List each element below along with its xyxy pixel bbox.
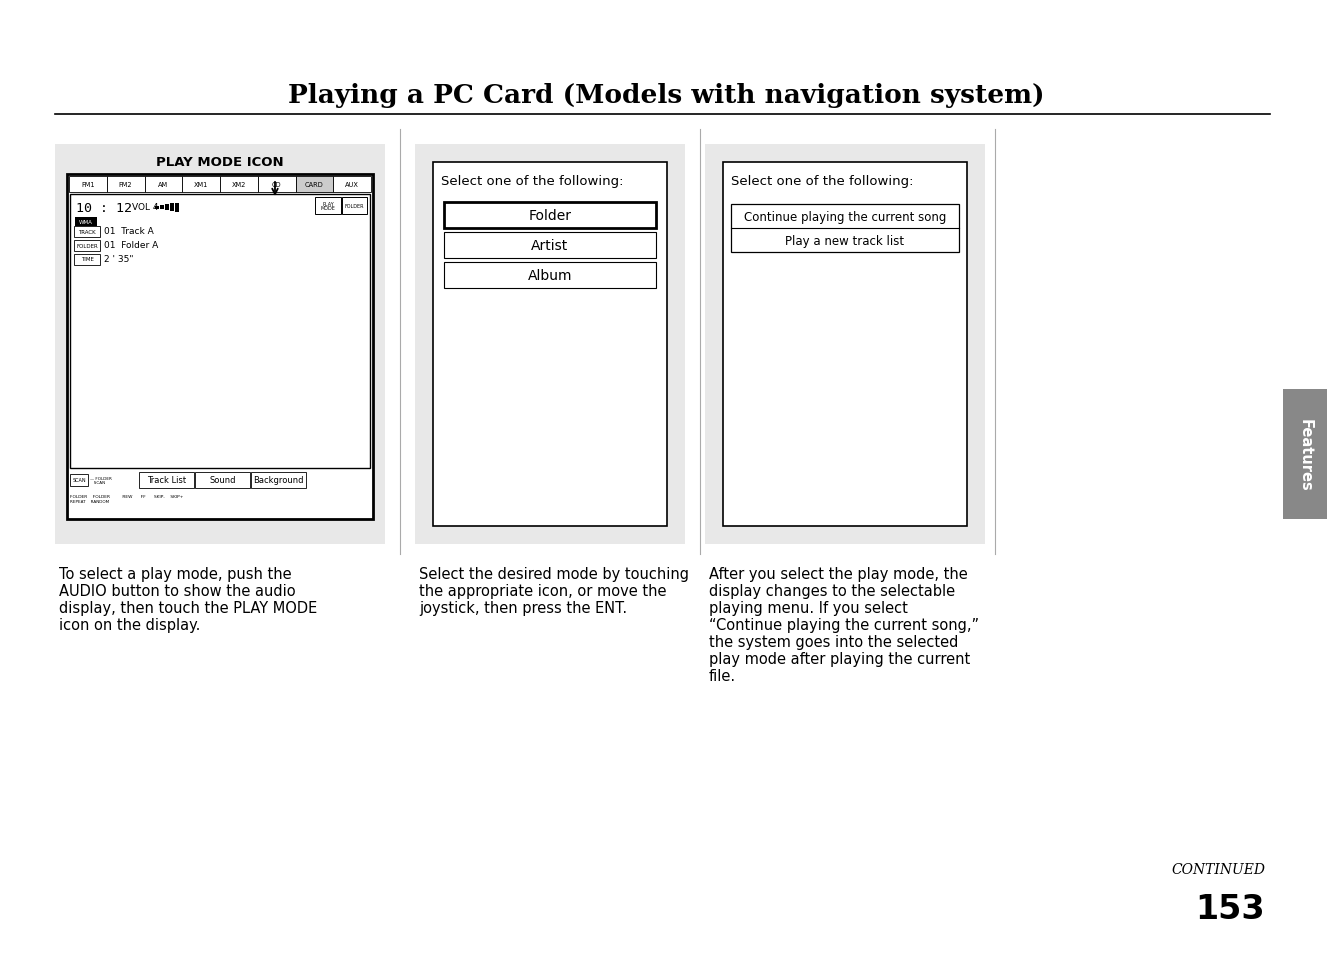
Bar xyxy=(155,206,159,210)
Bar xyxy=(705,145,984,544)
Bar xyxy=(75,218,97,227)
Text: XM2: XM2 xyxy=(232,182,246,188)
Text: display changes to the selectable: display changes to the selectable xyxy=(709,583,955,598)
Bar xyxy=(165,205,169,211)
Text: Sound: Sound xyxy=(209,476,236,485)
Bar xyxy=(160,206,164,210)
Text: Track List: Track List xyxy=(147,476,186,485)
Bar xyxy=(296,177,333,193)
Bar xyxy=(416,145,685,544)
Bar xyxy=(444,203,655,229)
Text: icon on the display.: icon on the display. xyxy=(59,618,200,633)
Bar xyxy=(67,174,373,519)
Bar xyxy=(170,204,173,212)
Bar xyxy=(194,473,250,489)
Bar xyxy=(139,473,194,489)
Text: Select the desired mode by touching: Select the desired mode by touching xyxy=(420,566,689,581)
Text: file.: file. xyxy=(709,668,737,683)
Text: 10 : 12: 10 : 12 xyxy=(76,201,132,214)
Text: 2 ' 35": 2 ' 35" xyxy=(104,255,133,264)
Bar xyxy=(144,177,182,193)
Text: 153: 153 xyxy=(1195,893,1265,925)
Text: TIME: TIME xyxy=(80,257,93,262)
Text: PLAY MODE ICON: PLAY MODE ICON xyxy=(156,156,284,170)
Bar xyxy=(444,233,655,258)
Bar xyxy=(55,145,385,544)
Bar xyxy=(723,163,967,526)
Text: CD: CD xyxy=(272,182,281,188)
Bar xyxy=(342,198,368,214)
Bar xyxy=(69,177,107,193)
Text: After you select the play mode, the: After you select the play mode, the xyxy=(709,566,968,581)
Text: Folder: Folder xyxy=(529,209,571,223)
Text: joystick, then press the ENT.: joystick, then press the ENT. xyxy=(420,600,627,616)
Text: FOLDER    FOLDER         REW      FF      SKIP-    SKIP+: FOLDER FOLDER REW FF SKIP- SKIP+ xyxy=(71,495,184,498)
Text: FOLDER: FOLDER xyxy=(345,204,364,209)
Bar xyxy=(444,263,655,289)
Text: TRACK: TRACK xyxy=(79,230,96,234)
Text: play mode after playing the current: play mode after playing the current xyxy=(709,651,970,666)
Bar xyxy=(731,205,959,253)
Text: FM1: FM1 xyxy=(81,182,95,188)
Text: display, then touch the PLAY MODE: display, then touch the PLAY MODE xyxy=(59,600,317,616)
Text: Artist: Artist xyxy=(531,239,569,253)
Text: VOL 4: VOL 4 xyxy=(132,203,159,213)
Text: Features: Features xyxy=(1297,418,1312,491)
Text: Album: Album xyxy=(527,269,573,283)
Text: Select one of the following:: Select one of the following: xyxy=(731,174,914,188)
Text: FM2: FM2 xyxy=(119,182,132,188)
Text: the system goes into the selected: the system goes into the selected xyxy=(709,635,959,649)
Text: Select one of the following:: Select one of the following: xyxy=(441,174,623,188)
Bar xyxy=(314,198,341,214)
Bar xyxy=(71,475,88,486)
Text: Playing a PC Card (Models with navigation system): Playing a PC Card (Models with navigatio… xyxy=(288,82,1044,108)
Text: PLAY
MODE: PLAY MODE xyxy=(321,201,336,212)
Bar xyxy=(220,177,258,193)
Text: 01  Folder A: 01 Folder A xyxy=(104,241,159,251)
Bar xyxy=(1283,390,1327,519)
Text: To select a play mode, push the: To select a play mode, push the xyxy=(59,566,292,581)
Text: CARD: CARD xyxy=(305,182,324,188)
Text: Play a new track list: Play a new track list xyxy=(786,234,904,247)
Text: XM1: XM1 xyxy=(194,182,208,188)
Text: “Continue playing the current song,”: “Continue playing the current song,” xyxy=(709,618,979,633)
Text: AUDIO button to show the audio: AUDIO button to show the audio xyxy=(59,583,296,598)
Text: FOLDER: FOLDER xyxy=(76,243,97,248)
Text: Background: Background xyxy=(253,476,304,485)
Bar xyxy=(182,177,220,193)
Text: SCAN: SCAN xyxy=(72,478,85,483)
Text: CONTINUED: CONTINUED xyxy=(1171,862,1265,876)
Bar xyxy=(75,254,100,266)
Bar xyxy=(75,227,100,237)
Bar xyxy=(75,241,100,252)
Text: Continue playing the current song: Continue playing the current song xyxy=(743,211,946,223)
Bar xyxy=(71,194,370,469)
Text: playing menu. If you select: playing menu. If you select xyxy=(709,600,908,616)
Bar xyxy=(433,163,667,526)
Bar xyxy=(250,473,306,489)
Text: AM: AM xyxy=(159,182,168,188)
Bar xyxy=(333,177,372,193)
Bar xyxy=(258,177,296,193)
Text: WMA: WMA xyxy=(79,220,93,225)
Text: 01  Track A: 01 Track A xyxy=(104,227,153,236)
Bar xyxy=(174,203,178,213)
Text: AUX: AUX xyxy=(345,182,360,188)
Text: REPEAT    RANDOM: REPEAT RANDOM xyxy=(71,499,109,503)
Bar xyxy=(107,177,144,193)
Text: the appropriate icon, or move the: the appropriate icon, or move the xyxy=(420,583,666,598)
Text: — FOLDER
   SCAN: — FOLDER SCAN xyxy=(91,476,112,485)
